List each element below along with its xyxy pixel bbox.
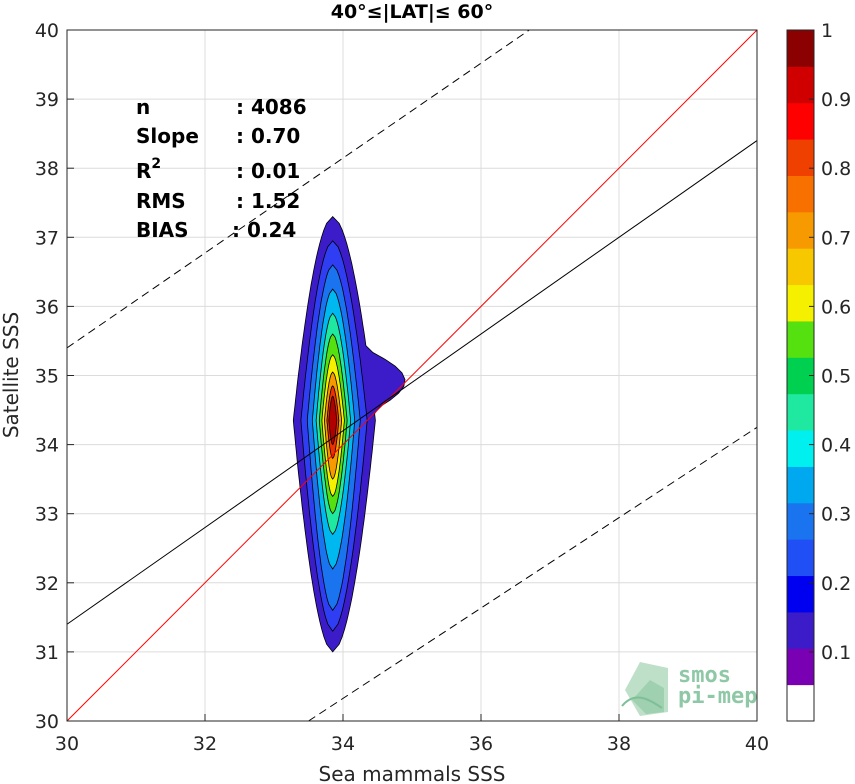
stat-label: BIAS <box>136 218 189 242</box>
colorbar-tick-label: 0.2 <box>821 573 851 595</box>
y-axis-label: Satellite SSS <box>0 312 23 438</box>
colorbar-tick-label: 0.5 <box>821 366 851 388</box>
y-tick-label: 39 <box>35 89 59 111</box>
colorbar-segment <box>787 320 814 358</box>
colorbar-tick-label: 0.3 <box>821 504 851 526</box>
lower-bound-line <box>308 426 758 722</box>
stat-value: : 0.70 <box>236 124 300 148</box>
y-tick-label: 35 <box>35 366 59 388</box>
x-tick-label: 32 <box>193 733 217 755</box>
y-axis-ticks: 30 31 32 33 34 35 36 37 38 39 40 <box>35 20 74 733</box>
stat-label: RMS <box>136 189 186 213</box>
x-tick-label: 34 <box>331 733 355 755</box>
y-tick-label: 34 <box>35 435 59 457</box>
colorbar: 0.1 0.2 0.3 0.4 0.5 0.6 0.7 0.8 0.9 1 <box>786 20 851 722</box>
colorbar-segment <box>787 139 814 176</box>
stat-value: : 0.01 <box>236 159 300 183</box>
y-tick-label: 38 <box>35 158 59 180</box>
colorbar-segment <box>787 211 814 249</box>
colorbar-segment <box>787 575 814 613</box>
colorbar-segment <box>787 684 814 722</box>
density-contour <box>328 395 338 446</box>
colorbar-segment <box>787 248 814 286</box>
x-tick-label: 40 <box>745 733 769 755</box>
colorbar-tick-label: 0.7 <box>821 227 851 249</box>
watermark-line1: smos <box>678 663 731 688</box>
colorbar-segment <box>787 393 814 431</box>
chart-title: 40°≤|LAT|≤ 60° <box>331 1 494 23</box>
colorbar-segment <box>787 284 814 322</box>
grid <box>66 29 758 722</box>
stats-box: n : 4086 Slope : 0.70 R2 : 0.01 RMS : 1.52 BIAS:… <box>136 95 307 242</box>
y-tick-label: 37 <box>35 227 59 249</box>
smos-pimep-watermark: smos pi-mep <box>621 662 757 716</box>
y-tick-label: 33 <box>35 504 59 526</box>
reference-lines <box>66 29 758 722</box>
colorbar-segment <box>787 502 814 540</box>
colorbar-tick-label: 0.6 <box>821 296 851 318</box>
colorbar-tick-label: 0.9 <box>821 89 851 111</box>
colorbar-tick-label: 1 <box>821 20 833 42</box>
y-tick-label: 36 <box>35 296 59 318</box>
colorbar-segment <box>787 611 814 649</box>
colorbar-tick-label: 0.4 <box>821 435 851 457</box>
stat-value: : 0.24 <box>232 218 296 242</box>
colorbar-segment <box>787 430 814 467</box>
regression-line <box>66 140 758 625</box>
y-tick-label: 40 <box>35 20 59 42</box>
colorbar-segment <box>787 648 814 686</box>
colorbar-segment <box>787 30 814 67</box>
colorbar-tick-label: 0.8 <box>821 158 851 180</box>
x-tick-label: 36 <box>469 733 493 755</box>
x-axis-label: Sea mammals SSS <box>319 762 506 784</box>
x-tick-label: 38 <box>607 733 631 755</box>
colorbar-segment <box>787 175 814 213</box>
watermark-logo-icon <box>621 662 668 716</box>
x-axis-ticks: 30 32 34 36 38 40 <box>55 714 769 755</box>
colorbar-segment <box>787 102 814 140</box>
colorbar-tick-label: 0.1 <box>821 642 851 664</box>
colorbar-segment <box>787 66 814 104</box>
stat-label: n <box>136 95 150 119</box>
identity-line <box>66 29 758 722</box>
upper-bound-line <box>66 29 530 349</box>
colorbar-segment <box>787 466 814 504</box>
y-tick-label: 30 <box>35 711 59 733</box>
x-tick-label: 30 <box>55 733 79 755</box>
stat-value: : 1.52 <box>236 189 300 213</box>
y-tick-label: 31 <box>35 642 59 664</box>
watermark-line2: pi-mep <box>678 684 757 709</box>
colorbar-segment <box>787 539 814 577</box>
stat-value: : 4086 <box>236 95 307 119</box>
stat-label: Slope <box>136 124 199 148</box>
y-tick-label: 32 <box>35 573 59 595</box>
stat-label: R2 <box>136 156 161 183</box>
